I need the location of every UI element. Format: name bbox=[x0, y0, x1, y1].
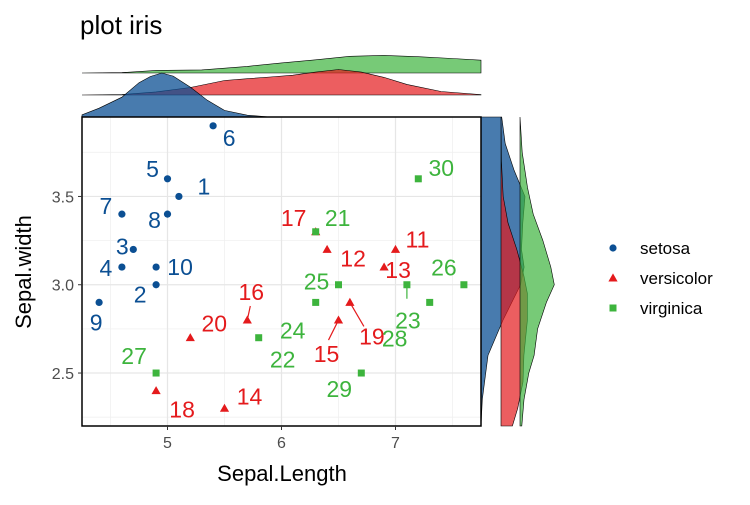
point-label: 25 bbox=[304, 269, 330, 295]
point-virginica bbox=[255, 334, 263, 342]
x-axis-ticks: 5 6 7 bbox=[163, 426, 400, 452]
point-virginica bbox=[312, 298, 320, 306]
point-label: 18 bbox=[169, 397, 195, 423]
point-label: 8 bbox=[148, 207, 161, 233]
point-label: 11 bbox=[406, 226, 430, 252]
point-label: 4 bbox=[100, 255, 113, 281]
legend-key-virginica bbox=[609, 304, 617, 312]
point-setosa bbox=[152, 281, 160, 289]
point-setosa bbox=[152, 263, 160, 271]
point-label: 14 bbox=[237, 383, 263, 409]
point-virginica bbox=[414, 175, 422, 183]
point-label: 21 bbox=[325, 205, 351, 231]
point-label: 30 bbox=[429, 155, 455, 181]
point-label: 22 bbox=[270, 347, 296, 373]
data-points bbox=[95, 122, 468, 412]
point-label: 12 bbox=[340, 245, 366, 271]
x-density-setosa bbox=[81, 72, 271, 118]
x-axis-label: Sepal.Length bbox=[217, 461, 347, 486]
x-tick-label: 5 bbox=[163, 435, 172, 452]
point-setosa bbox=[163, 210, 172, 218]
point-versicolor bbox=[219, 403, 230, 412]
point-versicolor bbox=[390, 244, 401, 253]
point-versicolor bbox=[322, 244, 332, 253]
point-setosa bbox=[163, 175, 172, 183]
point-setosa bbox=[118, 210, 126, 218]
y-axis-label: Sepal.width bbox=[11, 215, 36, 329]
point-label: 13 bbox=[385, 257, 411, 283]
point-virginica bbox=[312, 228, 320, 236]
point-label: 24 bbox=[280, 317, 306, 343]
legend-key-versicolor bbox=[608, 273, 618, 282]
y-tick-label: 2.5 bbox=[52, 366, 74, 383]
point-virginica bbox=[152, 369, 160, 377]
x-density-virginica bbox=[81, 55, 482, 74]
point-label: 2 bbox=[134, 282, 147, 308]
point-label: 10 bbox=[167, 254, 193, 280]
point-setosa bbox=[209, 122, 217, 130]
point-label: 17 bbox=[281, 205, 307, 231]
point-label: 3 bbox=[116, 233, 129, 259]
plot-grid bbox=[82, 117, 481, 426]
x-tick-label: 7 bbox=[391, 435, 400, 452]
point-virginica bbox=[426, 298, 434, 306]
x-tick-label: 6 bbox=[277, 435, 286, 452]
y-marginal-density bbox=[480, 116, 555, 427]
point-label: 19 bbox=[359, 323, 385, 349]
legend-label-versicolor: versicolor bbox=[640, 269, 713, 288]
point-label: 5 bbox=[146, 156, 159, 182]
y-density-virginica bbox=[519, 116, 555, 427]
point-virginica bbox=[460, 281, 468, 289]
point-setosa bbox=[95, 298, 103, 306]
point-label: 28 bbox=[382, 325, 408, 351]
label-leader bbox=[349, 302, 365, 327]
point-virginica bbox=[335, 281, 342, 289]
point-label: 20 bbox=[202, 311, 228, 337]
point-label: 9 bbox=[90, 309, 103, 335]
point-label: 7 bbox=[100, 193, 113, 219]
point-setosa bbox=[129, 245, 137, 254]
x-marginal-density bbox=[81, 55, 482, 118]
point-label: 15 bbox=[314, 341, 340, 367]
point-label: 6 bbox=[223, 125, 236, 151]
point-label: 26 bbox=[431, 255, 457, 281]
point-versicolor bbox=[185, 333, 195, 342]
point-virginica bbox=[403, 281, 411, 289]
point-versicolor bbox=[379, 262, 389, 271]
point-setosa bbox=[118, 263, 126, 271]
point-versicolor bbox=[345, 297, 355, 306]
y-tick-label: 3.0 bbox=[52, 278, 74, 295]
y-tick-label: 3.5 bbox=[52, 189, 74, 206]
legend-key-setosa bbox=[609, 244, 617, 252]
chart-title: plot iris bbox=[80, 10, 162, 40]
point-versicolor bbox=[333, 315, 344, 324]
point-versicolor bbox=[242, 315, 252, 324]
point-label: 16 bbox=[239, 279, 265, 305]
point-versicolor bbox=[151, 386, 161, 395]
point-virginica bbox=[357, 369, 365, 377]
point-label: 1 bbox=[198, 173, 211, 199]
legend: setosa versicolor virginica bbox=[608, 239, 713, 318]
legend-label-virginica: virginica bbox=[640, 299, 703, 318]
point-label: 29 bbox=[327, 376, 353, 402]
point-label: 27 bbox=[121, 343, 147, 369]
y-axis-ticks: 2.5 3.0 3.5 bbox=[52, 189, 82, 383]
legend-label-setosa: setosa bbox=[640, 239, 691, 258]
point-setosa bbox=[175, 192, 183, 201]
point-label: 23 bbox=[395, 308, 421, 334]
